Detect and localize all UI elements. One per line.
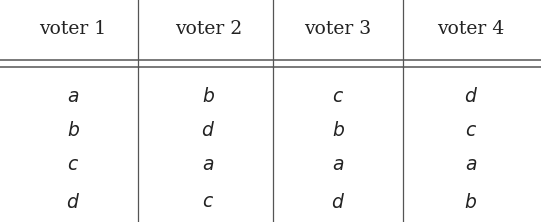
Text: $\mathit{a}$: $\mathit{a}$ <box>202 156 214 174</box>
Text: $\mathit{d}$: $\mathit{d}$ <box>66 192 80 212</box>
Text: $\mathit{d}$: $\mathit{d}$ <box>464 87 478 106</box>
Text: voter 2: voter 2 <box>175 20 242 38</box>
Text: $\mathit{b}$: $\mathit{b}$ <box>202 87 215 106</box>
Text: $\mathit{a}$: $\mathit{a}$ <box>332 156 344 174</box>
Text: voter 4: voter 4 <box>437 20 504 38</box>
Text: $\mathit{b}$: $\mathit{b}$ <box>67 121 80 141</box>
Text: $\mathit{b}$: $\mathit{b}$ <box>464 192 477 212</box>
Text: $\mathit{b}$: $\mathit{b}$ <box>332 121 345 141</box>
Text: $\mathit{a}$: $\mathit{a}$ <box>465 156 477 174</box>
Text: voter 1: voter 1 <box>39 20 107 38</box>
Text: $\mathit{c}$: $\mathit{c}$ <box>332 87 344 106</box>
Text: $\mathit{d}$: $\mathit{d}$ <box>201 121 215 141</box>
Text: $\mathit{a}$: $\mathit{a}$ <box>67 87 79 106</box>
Text: $\mathit{c}$: $\mathit{c}$ <box>465 122 477 140</box>
Text: $\mathit{c}$: $\mathit{c}$ <box>202 193 214 211</box>
Text: $\mathit{d}$: $\mathit{d}$ <box>331 192 345 212</box>
Text: $\mathit{c}$: $\mathit{c}$ <box>67 156 79 174</box>
Text: voter 3: voter 3 <box>305 20 372 38</box>
